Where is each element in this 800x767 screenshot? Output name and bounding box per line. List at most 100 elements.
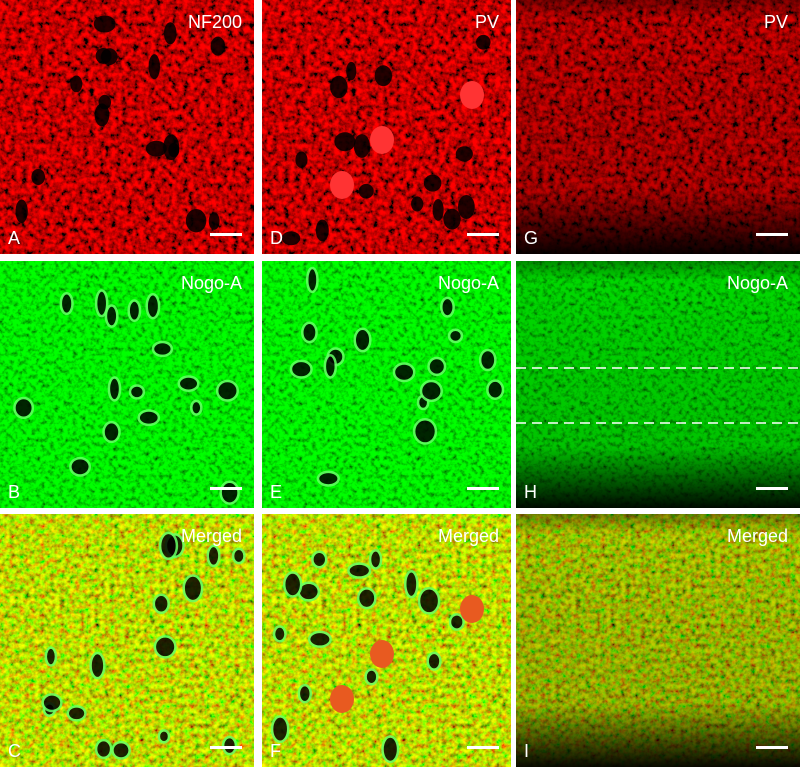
cell (128, 384, 146, 400)
panel-title: Merged (181, 526, 242, 546)
cell (145, 140, 167, 157)
depth-fade (516, 514, 800, 767)
panel: Merged I (516, 514, 800, 767)
panel: PV G (516, 0, 800, 254)
cell (177, 375, 200, 392)
depth-fade (516, 261, 800, 508)
cell (419, 379, 443, 403)
pv-cell (370, 640, 394, 668)
cell (447, 328, 464, 344)
cell (70, 75, 83, 93)
cell (111, 740, 131, 760)
scale-bar (756, 233, 788, 236)
cell (301, 321, 318, 344)
cell (153, 635, 177, 659)
cell (270, 715, 290, 744)
panel: Nogo-A H (516, 261, 800, 508)
panel-image (516, 261, 800, 508)
cell (145, 293, 161, 320)
cell (69, 456, 92, 477)
scale-bar (467, 233, 499, 236)
pv-cell (460, 81, 484, 109)
panel-label: E (270, 482, 282, 502)
cell (94, 289, 109, 318)
cell (455, 146, 473, 162)
cell (381, 735, 400, 764)
cell (157, 729, 171, 744)
panel-label: G (524, 228, 538, 248)
pv-cell (370, 126, 394, 154)
cell (316, 470, 340, 487)
panel-label: F (270, 741, 281, 761)
cell (66, 705, 87, 722)
cell (305, 266, 319, 294)
cell (31, 168, 46, 186)
cell (44, 646, 58, 667)
cell (15, 199, 28, 224)
cell (41, 693, 63, 713)
cell (100, 48, 118, 66)
cell (210, 36, 226, 56)
cell (137, 409, 161, 427)
cell (353, 134, 370, 158)
micrograph (0, 261, 254, 508)
panel: Merged F (262, 514, 511, 767)
cell (440, 296, 455, 318)
cell (423, 174, 442, 192)
panel-label: I (524, 741, 529, 761)
panel-image (262, 0, 511, 254)
panel: Merged C (0, 514, 254, 767)
scale-bar (467, 746, 499, 749)
cell (364, 668, 379, 686)
cell (486, 379, 505, 401)
cell (163, 22, 177, 45)
cell (358, 183, 374, 199)
cell (221, 735, 238, 756)
cell (403, 569, 419, 599)
cell (417, 586, 441, 615)
cell (59, 291, 74, 316)
cell (206, 544, 221, 568)
panel-image (0, 261, 254, 508)
scale-bar (210, 233, 242, 236)
panel: Nogo-A E (262, 261, 511, 508)
cell (182, 574, 204, 603)
panel-title: Merged (438, 526, 499, 546)
panel-title: PV (764, 12, 788, 32)
cell (281, 231, 301, 246)
cell (148, 54, 161, 80)
cell (185, 209, 207, 233)
cell (231, 547, 246, 565)
scale-bar (210, 487, 242, 490)
panel-image (0, 0, 254, 254)
panel-label: A (8, 228, 20, 248)
cell (297, 683, 312, 704)
cell (151, 340, 174, 358)
scale-bar (756, 746, 788, 749)
panel-image (516, 0, 800, 254)
cell (392, 362, 416, 383)
cell (347, 562, 372, 579)
micrograph (262, 261, 511, 508)
panel-image (262, 514, 511, 767)
cell (411, 196, 424, 212)
cell (93, 15, 116, 33)
panel: PV D (262, 0, 511, 254)
cell (102, 420, 121, 444)
cell (412, 417, 438, 445)
pv-cell (460, 595, 484, 623)
cell (272, 625, 287, 643)
panel-title: Nogo-A (438, 273, 499, 293)
scale-bar (467, 487, 499, 490)
cell (190, 399, 203, 416)
cell (432, 198, 444, 221)
cell (427, 356, 447, 377)
cell (289, 359, 313, 379)
cell (295, 151, 308, 168)
cell (476, 34, 491, 50)
depth-fade (516, 0, 800, 254)
cell (374, 65, 393, 87)
cell (426, 651, 442, 671)
cell (356, 587, 377, 610)
